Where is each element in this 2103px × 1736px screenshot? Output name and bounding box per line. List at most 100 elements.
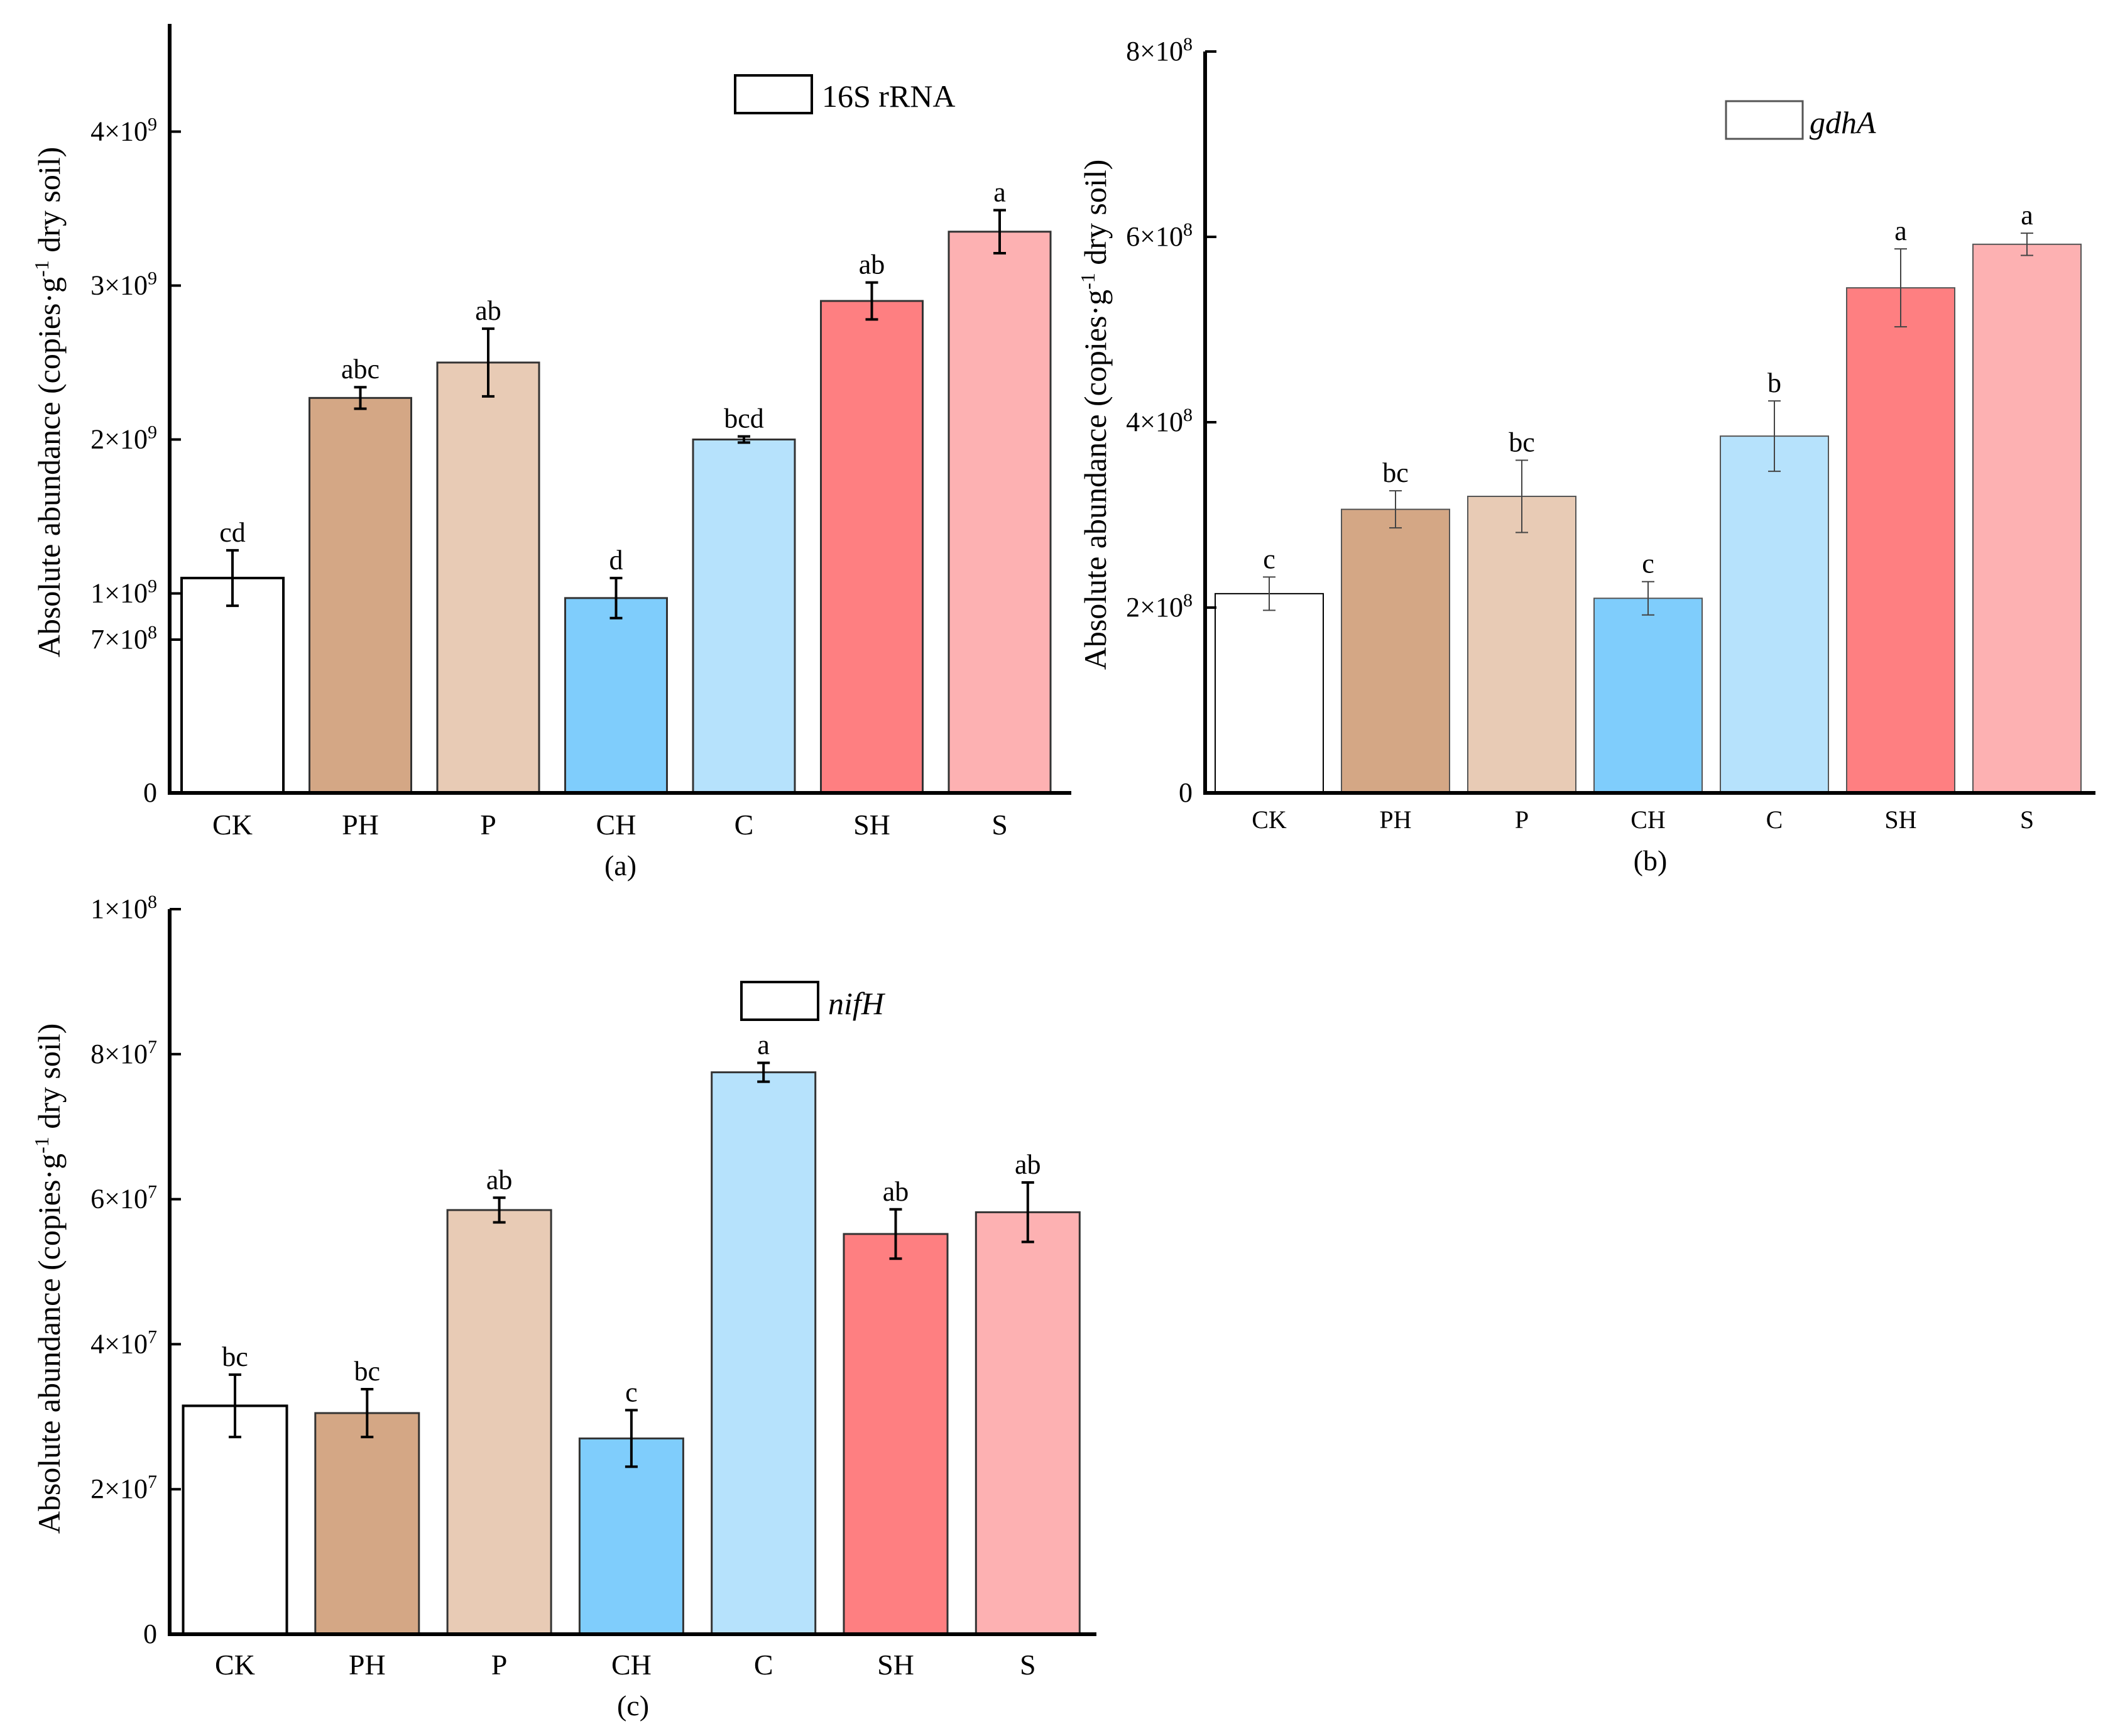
significance-label: b bbox=[1767, 368, 1781, 398]
category-label: P bbox=[1515, 805, 1529, 834]
y-tick-label: 2×109 bbox=[90, 422, 157, 455]
y-tick-label: 4×108 bbox=[1126, 405, 1193, 438]
significance-label: bcd bbox=[724, 403, 764, 434]
error-bar-ck bbox=[229, 1373, 241, 1439]
panel-label: (a) bbox=[604, 849, 636, 882]
category-label: CH bbox=[1631, 805, 1666, 834]
significance-label: d bbox=[609, 545, 623, 576]
significance-label: c bbox=[625, 1377, 638, 1407]
bar-ch bbox=[1593, 598, 1703, 794]
legend: 16S rRNA bbox=[734, 74, 956, 114]
bar-ck bbox=[1215, 592, 1324, 794]
legend-label: gdhA bbox=[1810, 105, 1876, 140]
error-bar-ph bbox=[354, 386, 367, 410]
error-bar-c bbox=[1768, 400, 1781, 472]
error-bar-ch bbox=[625, 1409, 638, 1468]
bar-ph bbox=[314, 1412, 420, 1635]
bar-sh bbox=[1846, 287, 1955, 794]
error-bar-s bbox=[993, 209, 1006, 255]
error-bar-sh bbox=[865, 281, 878, 321]
error-bar-ph bbox=[1389, 490, 1402, 529]
legend-label: 16S rRNA bbox=[822, 79, 956, 114]
y-tick-label: 8×108 bbox=[1126, 34, 1193, 67]
bar-ph bbox=[309, 396, 412, 794]
y-tick-label: 0 bbox=[1179, 777, 1193, 808]
category-label: CK bbox=[1252, 805, 1287, 834]
chart-panel-a: cd CK abc PH ab Pd CH bcd Cab SH a S 0 7×108 1×109 2×10… bbox=[30, 24, 1071, 882]
category-label: S bbox=[1020, 1649, 1036, 1681]
y-tick-label: 1×108 bbox=[90, 892, 157, 925]
significance-label: a bbox=[993, 177, 1006, 207]
significance-label: cd bbox=[219, 517, 246, 548]
error-bar-sh bbox=[889, 1208, 902, 1260]
legend: nifH bbox=[740, 981, 886, 1021]
bar-ck bbox=[182, 1404, 288, 1635]
category-label: SH bbox=[877, 1649, 914, 1681]
panel-label: (c) bbox=[617, 1690, 649, 1722]
significance-label: c bbox=[1263, 543, 1275, 574]
significance-label: ab bbox=[883, 1176, 909, 1207]
significance-label: abc bbox=[341, 354, 380, 385]
y-tick-label: 0 bbox=[143, 777, 157, 808]
y-tick-label: 6×107 bbox=[90, 1181, 157, 1215]
category-label: CH bbox=[596, 809, 636, 841]
legend-swatch bbox=[1725, 100, 1804, 140]
significance-label: ab bbox=[1015, 1149, 1041, 1180]
significance-label: bc bbox=[1509, 427, 1535, 457]
y-axis-label: Absolute abundance (copies·g-1 dry soil) bbox=[1076, 160, 1113, 670]
legend: gdhA bbox=[1725, 100, 1876, 140]
legend-label: nifH bbox=[828, 986, 886, 1021]
error-bar-ph bbox=[361, 1387, 374, 1439]
error-bar-p bbox=[1516, 459, 1528, 533]
category-label: PH bbox=[342, 809, 379, 841]
panel-label: (b) bbox=[1634, 844, 1668, 876]
y-axis-label: Absolute abundance (copies·g-1 dry soil) bbox=[30, 1024, 67, 1534]
bar-s bbox=[1972, 243, 2082, 794]
y-tick-label: 6×108 bbox=[1126, 219, 1193, 253]
bar-s bbox=[975, 1211, 1081, 1635]
significance-label: ab bbox=[475, 295, 501, 326]
significance-label: a bbox=[2021, 200, 2033, 231]
error-bar-ch bbox=[1642, 581, 1654, 616]
y-tick-label: 7×108 bbox=[90, 622, 157, 655]
y-tick-label: 4×107 bbox=[90, 1326, 157, 1360]
bar-sh bbox=[820, 300, 924, 794]
bar-c bbox=[1720, 435, 1829, 794]
y-tick-label: 8×107 bbox=[90, 1036, 157, 1069]
significance-label: ab bbox=[859, 249, 885, 280]
error-bar-ck bbox=[1263, 576, 1275, 611]
bar-c bbox=[711, 1071, 817, 1635]
bar-sh bbox=[843, 1233, 949, 1635]
bar-s bbox=[948, 231, 1052, 794]
y-tick-label: 2×107 bbox=[90, 1471, 157, 1505]
category-label: SH bbox=[853, 809, 890, 841]
category-label: C bbox=[1766, 805, 1783, 834]
category-label: P bbox=[480, 809, 496, 841]
error-bar-ck bbox=[226, 549, 239, 608]
bar-p bbox=[436, 361, 540, 794]
y-axis-label: Absolute abundance (copies·g-1 dry soil) bbox=[30, 147, 67, 658]
chart-panel-b: c CK bc PH bc Pc CH b Ca SH a S 0 2×108 4×108 6×108 8×10… bbox=[1076, 34, 2095, 876]
significance-label: bc bbox=[354, 1356, 381, 1387]
category-label: S bbox=[2020, 805, 2034, 834]
category-label: SH bbox=[1884, 805, 1916, 834]
category-label: CH bbox=[611, 1649, 652, 1681]
category-label: CK bbox=[215, 1649, 255, 1681]
error-bar-p bbox=[482, 327, 494, 398]
bar-ch bbox=[564, 597, 668, 794]
bar-p bbox=[446, 1209, 552, 1635]
category-label: C bbox=[754, 1649, 773, 1681]
category-label: S bbox=[991, 809, 1008, 841]
bar-ck bbox=[180, 577, 285, 794]
error-bar-c bbox=[757, 1061, 770, 1083]
bar-ph bbox=[1341, 508, 1450, 794]
chart-panel-c: bc CK bc PH ab Pc CH a Cab SH ab S 0 2×107 4×107 6×107 8… bbox=[30, 892, 1096, 1722]
y-tick-label: 4×109 bbox=[90, 114, 157, 147]
category-label: C bbox=[735, 809, 754, 841]
y-tick-label: 0 bbox=[143, 1619, 157, 1649]
y-tick-label: 3×109 bbox=[90, 268, 157, 301]
legend-swatch bbox=[740, 981, 819, 1021]
significance-label: bc bbox=[222, 1341, 248, 1372]
error-bar-s bbox=[2021, 232, 2033, 256]
